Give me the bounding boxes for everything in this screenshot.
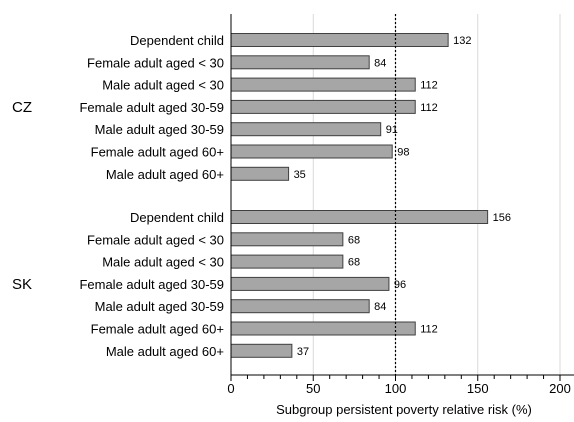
data-label-sk-5: 112 — [420, 324, 438, 336]
category-label-sk-6: Male adult aged 60+ — [106, 344, 224, 359]
data-label-sk-0: 156 — [493, 212, 511, 224]
labels: 132 Dependent child 84 Female adult aged < … — [12, 33, 511, 359]
bar-sk-1 — [230, 232, 344, 247]
bar-cz-1 — [230, 55, 370, 70]
bar-sk-0 — [230, 210, 489, 224]
bar-cz-5 — [230, 144, 393, 159]
bar-sk-4 — [230, 299, 370, 314]
category-label-sk-4: Male adult aged 30-59 — [95, 299, 224, 314]
x-tick-label-50: 50 — [306, 381, 320, 396]
data-label-cz-6: 35 — [294, 169, 306, 181]
group-label-cz: CZ — [12, 99, 32, 116]
bar-sk-5 — [230, 321, 416, 336]
data-label-cz-0: 132 — [453, 35, 471, 47]
bar-cz-6 — [230, 166, 290, 181]
bars — [230, 33, 489, 358]
data-label-sk-6: 37 — [297, 346, 309, 358]
bar-sk-3 — [230, 276, 390, 291]
x-tick-label-150: 150 — [467, 381, 489, 396]
data-label-sk-4: 84 — [374, 301, 386, 313]
axes: 0 50 100 150 200 — [227, 14, 574, 396]
group-label-sk: SK — [12, 276, 32, 293]
category-label-sk-3: Female adult aged 30-59 — [79, 277, 224, 292]
category-label-cz-6: Male adult aged 60+ — [106, 167, 224, 182]
category-label-sk-2: Male adult aged < 30 — [102, 255, 224, 270]
bar-sk-6 — [230, 343, 293, 358]
category-label-cz-3: Female adult aged 30-59 — [79, 100, 224, 115]
category-label-cz-4: Male adult aged 30-59 — [95, 122, 224, 137]
data-label-cz-4: 91 — [386, 124, 398, 136]
x-tick-label-200: 200 — [549, 381, 571, 396]
bar-cz-4 — [230, 122, 382, 137]
bar-cz-3 — [230, 99, 416, 114]
x-axis-title: Subgroup persistent poverty relative ris… — [276, 402, 532, 417]
data-label-sk-2: 68 — [348, 257, 360, 269]
bar-sk-2 — [230, 254, 344, 269]
x-tick-label-0: 0 — [227, 381, 234, 396]
data-label-cz-2: 112 — [420, 80, 438, 92]
category-label-sk-0: Dependent child — [130, 210, 224, 225]
data-label-cz-5: 98 — [397, 147, 409, 159]
data-label-cz-1: 84 — [374, 57, 386, 69]
data-label-cz-3: 112 — [420, 102, 438, 114]
bar-cz-2 — [230, 77, 416, 92]
category-label-sk-1: Female adult aged < 30 — [87, 232, 224, 247]
category-label-cz-1: Female adult aged < 30 — [87, 55, 224, 70]
category-label-sk-5: Female adult aged 60+ — [91, 322, 224, 337]
category-label-cz-0: Dependent child — [130, 33, 224, 48]
bar-cz-0 — [230, 33, 449, 47]
x-tick-label-100: 100 — [385, 381, 407, 396]
data-label-sk-3: 96 — [394, 279, 406, 291]
category-label-cz-2: Male adult aged < 30 — [102, 78, 224, 93]
category-label-cz-5: Female adult aged 60+ — [91, 145, 224, 160]
data-label-sk-1: 68 — [348, 234, 360, 246]
